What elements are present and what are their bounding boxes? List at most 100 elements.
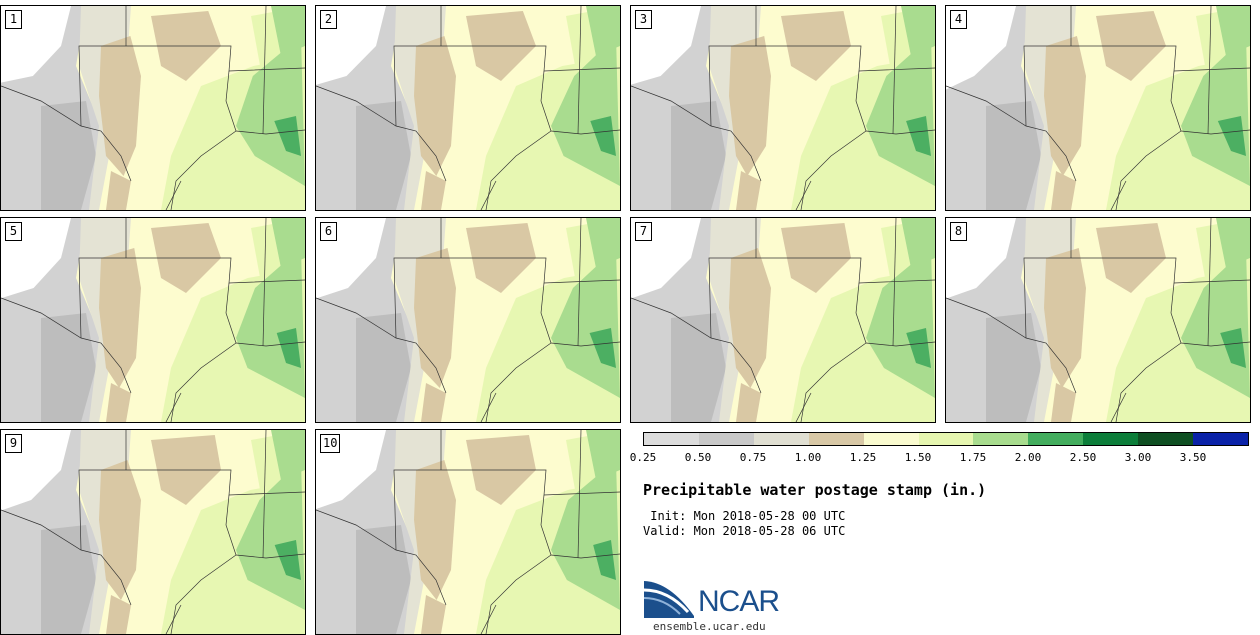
boundary-line	[393, 469, 620, 551]
boundary-line	[892, 6, 897, 135]
boundary-line	[1, 297, 132, 394]
pw-region	[586, 6, 620, 56]
colorbar-segment	[973, 433, 1029, 445]
colorbar-segment	[808, 433, 864, 445]
pw-region	[421, 383, 446, 422]
boundary-line	[262, 218, 267, 347]
precip-water-map	[1, 218, 305, 422]
precip-water-map	[946, 218, 1250, 422]
boundary-line	[165, 392, 182, 422]
pw-region	[1044, 248, 1086, 388]
colorbar-segment	[863, 433, 919, 445]
colorbar-labels: 0.25 0.50 0.75 1.00 1.25 1.50 1.75 2.00 2.50 3.00…	[630, 451, 1250, 467]
boundary-line	[795, 180, 812, 210]
colorbar-tick-label: 1.00	[794, 451, 822, 464]
boundary-line	[225, 494, 237, 556]
boundary-line	[946, 297, 1077, 394]
stamp-3: 3	[630, 5, 936, 211]
colorbar-segment	[644, 433, 699, 445]
boundary-line	[855, 70, 867, 132]
precip-water-map	[946, 6, 1250, 210]
pw-region	[276, 328, 301, 368]
pw-region	[590, 116, 616, 156]
boundary-line	[550, 553, 620, 559]
map-title: Precipitable water postage stamp (in.)	[643, 481, 987, 499]
pw-region	[421, 595, 446, 634]
stamp-number: 7	[635, 222, 652, 241]
pw-region	[986, 313, 1041, 422]
boundary-line	[855, 282, 867, 344]
boundary-line	[225, 70, 237, 132]
pw-region	[99, 36, 141, 176]
precip-water-map	[1, 6, 305, 210]
pw-region	[901, 6, 935, 56]
colorbar-tick-label: 3.50	[1179, 451, 1207, 464]
boundary-line	[393, 257, 620, 339]
pw-region	[906, 328, 931, 368]
boundary-line	[550, 129, 620, 135]
boundary-line	[316, 509, 447, 606]
boundary-line	[1180, 341, 1250, 347]
pw-region	[736, 383, 761, 422]
stamp-4: 4	[945, 5, 1251, 211]
boundary-line	[1110, 180, 1127, 210]
pw-region	[41, 101, 96, 210]
boundary-line	[631, 297, 762, 394]
pw-region	[41, 313, 96, 422]
pw-region	[356, 525, 411, 634]
stamp-8: 8	[945, 217, 1251, 423]
pw-region	[593, 540, 616, 580]
stamp-number: 8	[950, 222, 967, 241]
precip-water-map	[631, 6, 935, 210]
ncar-logo-icon	[643, 581, 694, 618]
boundary-line	[480, 392, 497, 422]
boundary-line	[262, 430, 267, 559]
stamp-number: 2	[320, 10, 337, 29]
boundary-line	[393, 45, 620, 127]
stamp-7: 7	[630, 217, 936, 423]
pw-region	[356, 313, 411, 422]
colorbar-tick-label: 2.50	[1069, 451, 1097, 464]
boundary-line	[1207, 218, 1212, 347]
boundary-line	[1170, 282, 1182, 344]
init-time: Init: Mon 2018-05-28 00 UTC	[643, 509, 846, 523]
colorbar-segment	[918, 433, 974, 445]
pw-region	[414, 460, 456, 600]
boundary-line	[1023, 257, 1250, 339]
colorbar-segment	[1138, 433, 1194, 445]
pw-region	[421, 171, 446, 210]
stamp-5: 5	[0, 217, 306, 423]
colorbar-tick-label: 0.75	[739, 451, 767, 464]
pw-region	[99, 248, 141, 388]
pw-region	[736, 171, 761, 210]
boundary-line	[78, 469, 305, 551]
boundary-line	[1023, 45, 1250, 127]
stamp-2: 2	[315, 5, 621, 211]
pw-region	[586, 218, 620, 268]
pw-region	[1220, 328, 1246, 368]
boundary-line	[946, 85, 1077, 182]
stamp-number: 9	[5, 434, 22, 453]
colorbar-segment	[1083, 433, 1139, 445]
pw-region	[729, 36, 771, 176]
pw-region	[271, 6, 305, 56]
boundary-line	[1110, 392, 1127, 422]
pw-region	[274, 540, 301, 580]
precip-water-map	[631, 218, 935, 422]
pw-region	[1051, 171, 1076, 210]
boundary-line	[225, 282, 237, 344]
pw-region	[356, 101, 411, 210]
pw-region	[1044, 36, 1086, 176]
boundary-line	[1, 85, 132, 182]
pw-region	[99, 460, 141, 600]
pw-region	[271, 430, 305, 480]
boundary-line	[540, 282, 552, 344]
pw-region	[414, 36, 456, 176]
boundary-line	[892, 218, 897, 347]
stamp-number: 10	[320, 434, 341, 453]
boundary-line	[1170, 70, 1182, 132]
pw-region	[271, 218, 305, 268]
boundary-line	[865, 129, 935, 135]
colorbar-segment	[753, 433, 809, 445]
pw-region	[671, 101, 726, 210]
